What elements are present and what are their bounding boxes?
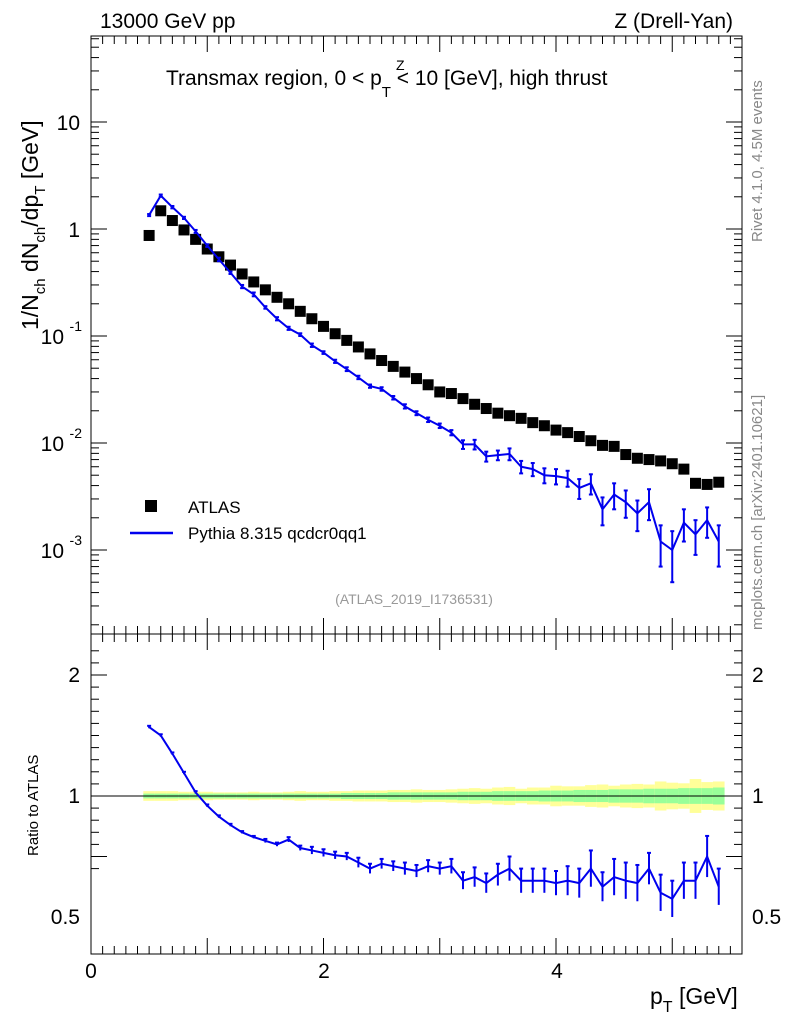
atlas-point <box>352 341 364 353</box>
atlas-point <box>143 229 155 241</box>
y-tick-1e-2-exp: -2 <box>70 425 83 441</box>
y-tick-1e-3-exp: -3 <box>70 532 83 548</box>
side-mcplots-info: mcplots.cern.ch [arXiv:2401.10621] <box>749 395 766 630</box>
svg-text:1/Nch dNch/dpT [GeV]: 1/Nch dNch/dpT [GeV] <box>17 120 49 330</box>
atlas-point <box>166 215 178 227</box>
y-axis-label-main: 1/Nch dNch/dpT [GeV] <box>17 120 49 330</box>
svg-text:Transmax region, 0 < pT < 10 [: Transmax region, 0 < pT < 10 [GeV], high… <box>166 67 608 101</box>
atlas-point <box>434 386 446 398</box>
atlas-point <box>422 379 434 391</box>
ratio-clip-group <box>147 724 721 917</box>
ratio-tick-05-right: 0.5 <box>752 906 781 929</box>
atlas-point <box>504 410 515 422</box>
atlas-point <box>399 366 411 378</box>
svg-text:Ratio to ATLAS: Ratio to ATLAS <box>25 755 42 856</box>
y-tick-labels-ratio: 2 1 0.5 2 1 0.5 <box>51 664 781 929</box>
atlas-point <box>190 233 202 245</box>
svg-text:Rivet 4.1.0, 4.5M events: Rivet 4.1.0, 4.5M events <box>749 80 766 242</box>
atlas-point <box>538 420 550 432</box>
atlas-point <box>248 276 260 288</box>
pythia-line-ratio <box>148 726 720 901</box>
y-tick-10: 10 <box>57 112 80 135</box>
atlas-point <box>678 463 690 475</box>
pythia-curve-ratio <box>147 724 721 917</box>
title-superscript: Z <box>396 57 405 73</box>
ratio-tick-1-left: 1 <box>68 785 80 808</box>
x-axis-label: pT [GeV] <box>650 983 738 1016</box>
atlas-point <box>306 313 318 325</box>
atlas-point <box>271 291 283 303</box>
plot-title: Transmax region, 0 < pT < 10 [GeV], high… <box>166 57 608 101</box>
atlas-data-points <box>143 205 725 490</box>
atlas-point <box>690 477 701 489</box>
atlas-point <box>236 268 248 280</box>
x-tick-2: 2 <box>318 960 330 983</box>
atlas-point <box>643 454 655 466</box>
y-tick-1e-2: 10 <box>41 433 64 456</box>
atlas-point <box>492 407 504 419</box>
atlas-point <box>364 348 376 360</box>
atlas-point <box>701 478 713 490</box>
pythia-curve-main <box>147 193 721 584</box>
atlas-point <box>329 328 341 340</box>
atlas-point <box>225 259 236 271</box>
y-tick-1e-1-exp: -1 <box>70 318 83 334</box>
atlas-point <box>631 452 643 464</box>
y-tick-1: 1 <box>68 219 80 242</box>
y-axis-label-ratio: Ratio to ATLAS <box>25 755 42 856</box>
atlas-point <box>666 458 678 470</box>
ratio-axis-ticks <box>90 634 743 954</box>
atlas-point <box>283 298 295 310</box>
main-axis-ticks <box>90 36 743 634</box>
legend: ATLAS Pythia 8.315 qcdcr0qq1 <box>130 498 367 543</box>
atlas-point <box>318 320 329 332</box>
atlas-point <box>597 439 608 451</box>
atlas-point <box>655 455 667 467</box>
atlas-point <box>178 224 190 236</box>
atlas-point <box>376 355 388 367</box>
atlas-point <box>608 440 620 452</box>
pythia-line-main <box>148 194 720 552</box>
svg-text:mcplots.cern.ch [arXiv:2401.10: mcplots.cern.ch [arXiv:2401.10621] <box>749 395 766 630</box>
side-rivet-info: Rivet 4.1.0, 4.5M events <box>749 80 766 242</box>
atlas-point <box>469 398 481 410</box>
atlas-point <box>457 393 469 405</box>
atlas-point <box>527 417 539 429</box>
atlas-point <box>445 388 457 400</box>
x-tick-labels: 0 2 4 <box>85 960 563 983</box>
analysis-watermark: (ATLAS_2019_I1736531) <box>335 591 493 607</box>
atlas-point <box>585 435 597 447</box>
legend-atlas-marker <box>145 500 157 512</box>
x-tick-4: 4 <box>551 960 563 983</box>
main-panel-frame <box>90 35 743 635</box>
atlas-point <box>155 205 167 217</box>
atlas-point <box>515 412 527 424</box>
y-tick-1e-3: 10 <box>41 540 64 563</box>
y-tick-1e-1: 10 <box>41 326 64 349</box>
legend-atlas-label: ATLAS <box>188 498 241 517</box>
atlas-point <box>259 284 271 296</box>
ratio-tick-2-right: 2 <box>752 664 764 687</box>
atlas-point <box>713 476 725 488</box>
atlas-point <box>201 243 213 255</box>
atlas-point <box>387 360 399 372</box>
atlas-point <box>480 403 492 415</box>
atlas-point <box>341 334 353 346</box>
atlas-point <box>294 305 306 317</box>
y-tick-labels-main: 10 1 10 -1 10 -2 10 -3 <box>41 112 83 563</box>
atlas-point <box>411 373 422 385</box>
atlas-point <box>620 449 632 461</box>
ratio-tick-05-left: 0.5 <box>51 906 80 929</box>
ratio-tick-2-left: 2 <box>68 664 80 687</box>
atlas-point <box>562 427 574 439</box>
x-tick-0: 0 <box>85 960 97 983</box>
header-process: Z (Drell-Yan) <box>614 10 733 33</box>
atlas-point <box>550 424 562 436</box>
ratio-tick-1-right: 1 <box>752 785 764 808</box>
legend-pythia-label: Pythia 8.315 qcdcr0qq1 <box>188 524 367 543</box>
header-energy: 13000 GeV pp <box>100 10 235 33</box>
atlas-point <box>573 431 585 443</box>
